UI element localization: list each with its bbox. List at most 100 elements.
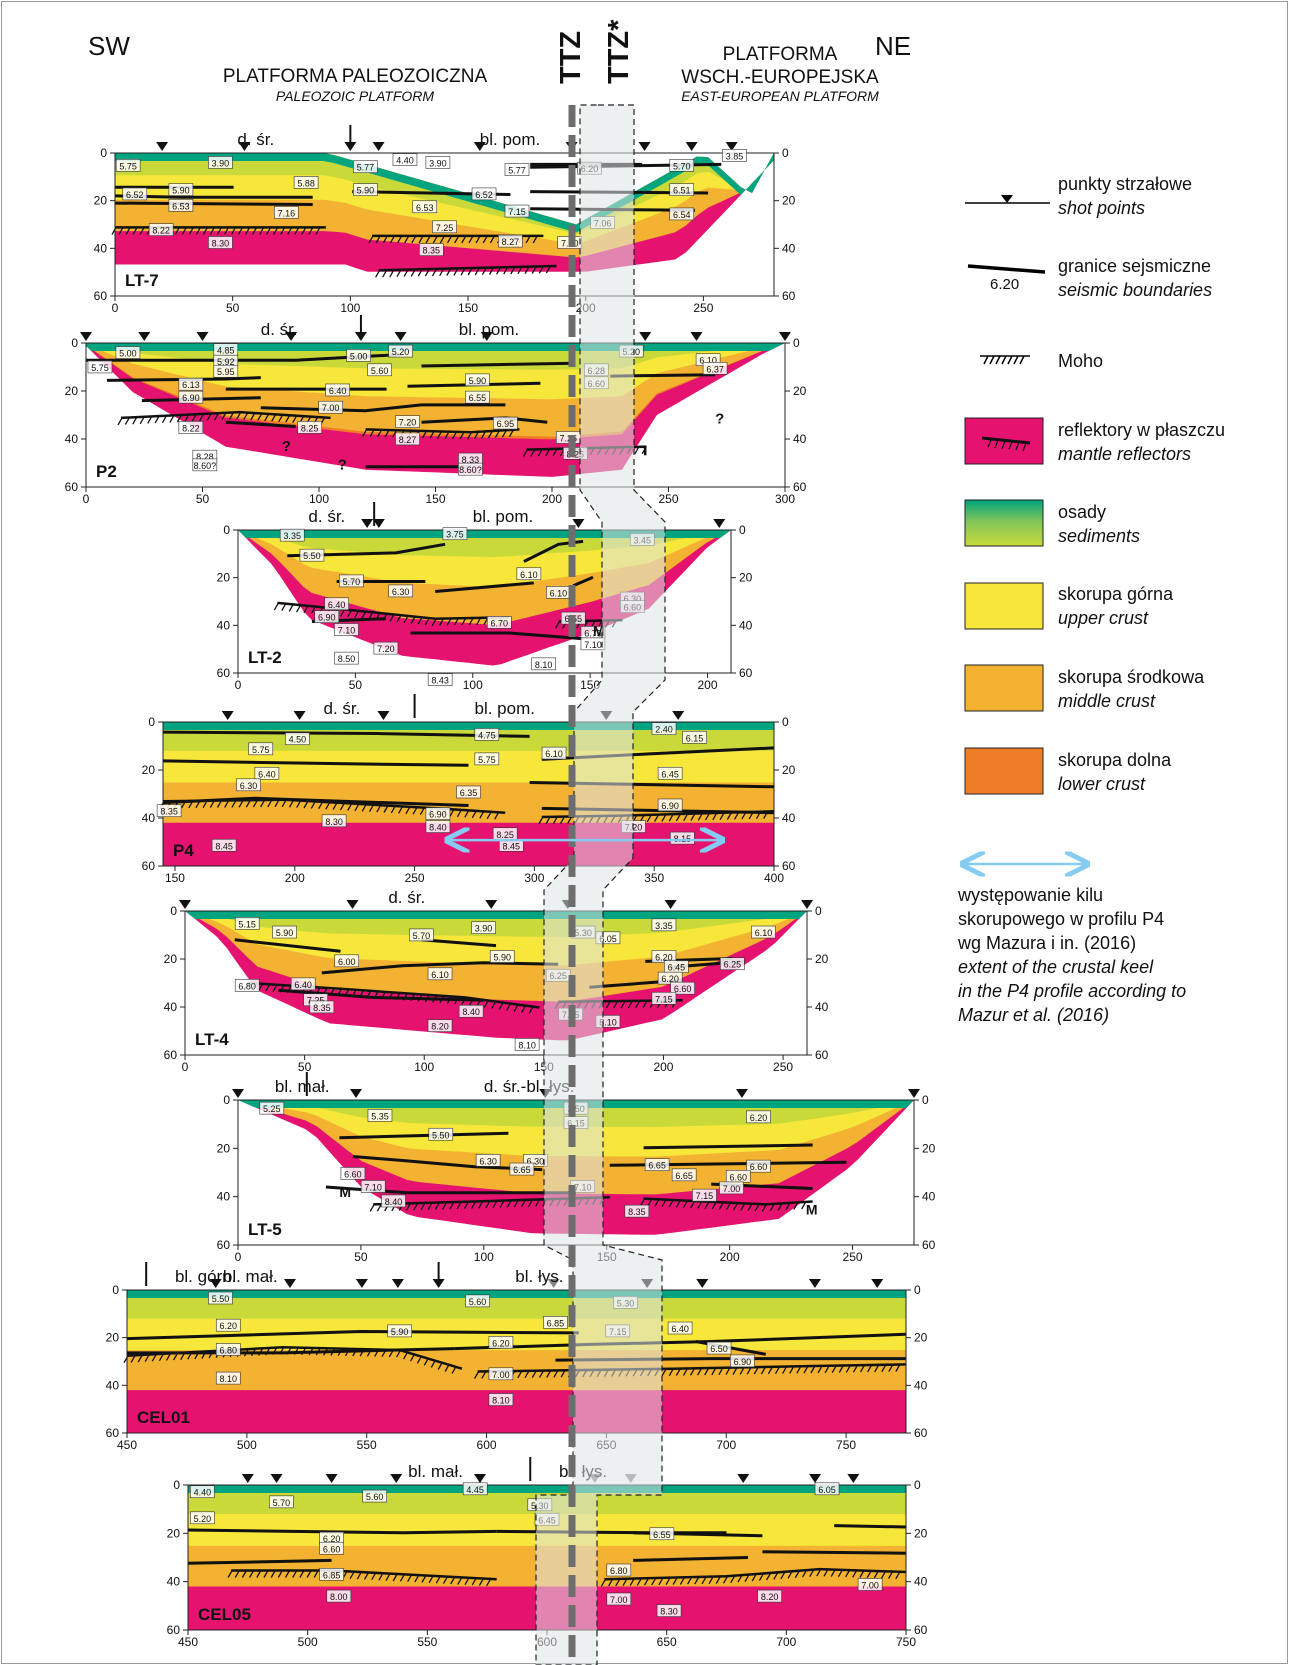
panel-frame xyxy=(114,152,775,297)
velocity-label-box xyxy=(148,223,174,236)
seismic-boundary xyxy=(162,759,469,767)
depth-tick-label: 20 xyxy=(106,1331,120,1345)
velocity-label: 6.70 xyxy=(491,618,509,628)
legend-keel-en-2: in the P4 profile according to xyxy=(958,981,1186,1001)
velocity-label-box xyxy=(395,432,420,446)
velocity-label-box xyxy=(326,1589,352,1603)
velocity-label-box xyxy=(319,1568,344,1581)
velocity-label-box xyxy=(486,616,512,629)
depth-tick-label: 0 xyxy=(793,336,800,350)
legend: punkty strzałowe shot points 6.20 granic… xyxy=(957,174,1225,1025)
shot-point-marker xyxy=(638,142,651,151)
x-tick-label: 150 xyxy=(458,301,478,315)
seismic-boundary xyxy=(187,1558,332,1565)
velocity-label: 8.20 xyxy=(761,1592,779,1602)
velocity-label: 6.30 xyxy=(392,587,410,597)
seismic-boundary xyxy=(352,1155,543,1172)
velocity-label: 7.10 xyxy=(338,626,356,636)
velocity-label: 6.10 xyxy=(755,928,773,938)
sediment-top-strip xyxy=(163,722,774,730)
velocity-label: 6.80 xyxy=(220,1345,238,1355)
velocity-label-box xyxy=(319,1541,344,1555)
velocity-label: 5.00 xyxy=(350,351,368,361)
shot-point-marker xyxy=(232,1089,244,1098)
seismic-boundary xyxy=(321,961,559,975)
shot-point-marker xyxy=(372,519,385,528)
seismic-boundary xyxy=(325,1185,576,1195)
x-tick-label: 150 xyxy=(425,492,445,506)
velocity-label: 4.50 xyxy=(289,735,307,745)
velocity-label: 5.70 xyxy=(673,161,691,171)
velocity-label-box xyxy=(442,527,468,541)
shot-point-marker xyxy=(809,1474,822,1483)
panel-frame xyxy=(162,721,775,867)
depth-tick-label: 40 xyxy=(106,1378,120,1392)
velocity-label-box xyxy=(419,243,444,256)
tectonic-unit-label: bl. mał. xyxy=(408,1462,463,1481)
velocity-label-box xyxy=(392,153,418,166)
moho-label: M xyxy=(339,1184,351,1200)
depth-tick-label: 60 xyxy=(739,666,753,680)
tectonic-unit-label: bl. pom. xyxy=(459,320,519,339)
x-tick-label: 50 xyxy=(349,678,363,692)
depth-tick-label: 20 xyxy=(142,763,156,777)
x-tick-label: 300 xyxy=(524,871,544,885)
velocity-label-box xyxy=(504,204,530,218)
velocity-label-box xyxy=(669,207,695,221)
depth-tick-label: 40 xyxy=(739,618,753,632)
velocity-label: 8.60? xyxy=(459,465,482,475)
profile-name: LT-4 xyxy=(195,1030,229,1049)
velocity-label: 6.52 xyxy=(126,190,144,200)
velocity-label-box xyxy=(274,206,299,219)
velocity-label-box xyxy=(746,1110,771,1124)
velocity-label: 3.90 xyxy=(429,158,447,168)
depth-tick-label: 20 xyxy=(217,571,231,585)
velocity-label-box xyxy=(309,1000,335,1014)
depth-tick-label: 20 xyxy=(94,194,108,208)
velocity-label: 6.55 xyxy=(653,1530,671,1540)
velocity-label: 5.90 xyxy=(469,376,487,386)
shot-point-marker xyxy=(801,900,813,909)
legend-keel-pl-2: skorupowego w profilu P4 xyxy=(958,909,1164,929)
velocity-label-box xyxy=(346,349,371,362)
velocity-label: 6.90 xyxy=(734,1357,752,1367)
legend-lower-swatch xyxy=(964,747,1044,795)
seismic-boundary xyxy=(126,1329,579,1341)
velocity-label-box xyxy=(297,421,322,434)
velocity-label: 6.60 xyxy=(674,984,692,994)
tectonic-unit-label: bl. pom. xyxy=(474,699,534,718)
shot-point-marker xyxy=(325,1474,338,1483)
shot-point-icon xyxy=(1001,195,1013,203)
velocity-label: 8.45 xyxy=(503,841,521,851)
velocity-label: 5.20 xyxy=(392,347,410,357)
paleozoic-platform-pl: PLATFORMA PALEOZOICZNA xyxy=(223,66,488,87)
x-tick-label: 700 xyxy=(716,1438,736,1452)
velocity-label-box xyxy=(248,742,274,756)
depth-tick-label: 20 xyxy=(782,194,796,208)
shot-point-marker xyxy=(696,1279,709,1288)
moho-label: M xyxy=(806,1202,818,1218)
velocity-label-box xyxy=(321,814,347,828)
velocity-label: 8.10 xyxy=(492,1396,510,1406)
legend-upper-pl: skorupa górna xyxy=(1058,584,1174,604)
depth-tick-label: 20 xyxy=(914,1526,928,1540)
velocity-label-box xyxy=(168,199,194,212)
velocity-label: 6.30 xyxy=(479,1156,497,1166)
x-tick-label: 200 xyxy=(720,1250,740,1264)
moho-icon xyxy=(980,355,1030,365)
velocity-label-box xyxy=(387,1324,412,1338)
velocity-label-box xyxy=(471,921,496,935)
velocity-label-box xyxy=(458,462,483,476)
moho-boundary xyxy=(126,1345,463,1370)
x-tick-label: 0 xyxy=(235,678,242,692)
velocity-label: 8.40 xyxy=(429,823,447,833)
velocity-label-box xyxy=(462,1482,488,1496)
velocity-label: 7.00 xyxy=(723,1184,741,1194)
velocity-label-box xyxy=(657,766,683,780)
profile-name: P4 xyxy=(173,841,194,860)
x-tick-label: 600 xyxy=(477,1438,497,1452)
legend-moho: Moho xyxy=(1058,351,1103,371)
velocity-label-box xyxy=(427,1019,453,1032)
profile-name: P2 xyxy=(96,462,117,481)
velocity-label-box xyxy=(651,722,677,735)
